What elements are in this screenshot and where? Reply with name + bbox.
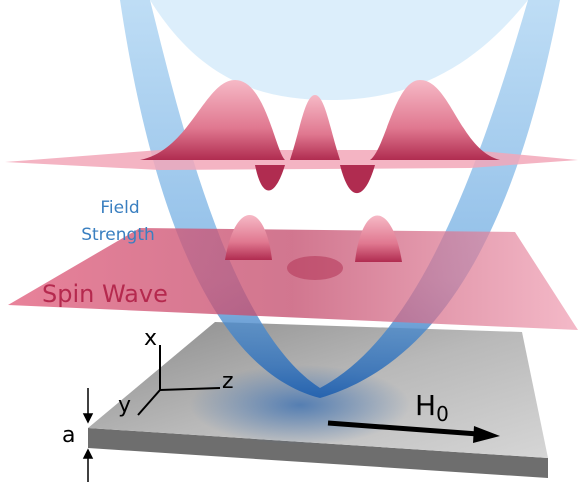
field-label: Field [100, 198, 139, 218]
dip [255, 165, 285, 191]
field-symbol: H [415, 389, 436, 422]
thickness-label: a [62, 423, 75, 448]
field-label: Strength [81, 225, 155, 245]
peak [290, 95, 340, 160]
dip [340, 165, 375, 193]
peak [225, 215, 272, 260]
axis-label: z [222, 369, 234, 394]
spin-wave-label: Spin Wave [42, 280, 168, 308]
illustration: Field Strength Spin Wave x z y a H0 [0, 0, 580, 489]
peak [355, 216, 402, 263]
bowl-back [150, 0, 528, 100]
field-subscript: 0 [436, 402, 449, 426]
axis-label: x [144, 326, 157, 351]
trough [287, 256, 343, 280]
page: {"labels": {"field_strength": ["Field", … [0, 0, 580, 489]
axis-label: y [118, 393, 131, 418]
